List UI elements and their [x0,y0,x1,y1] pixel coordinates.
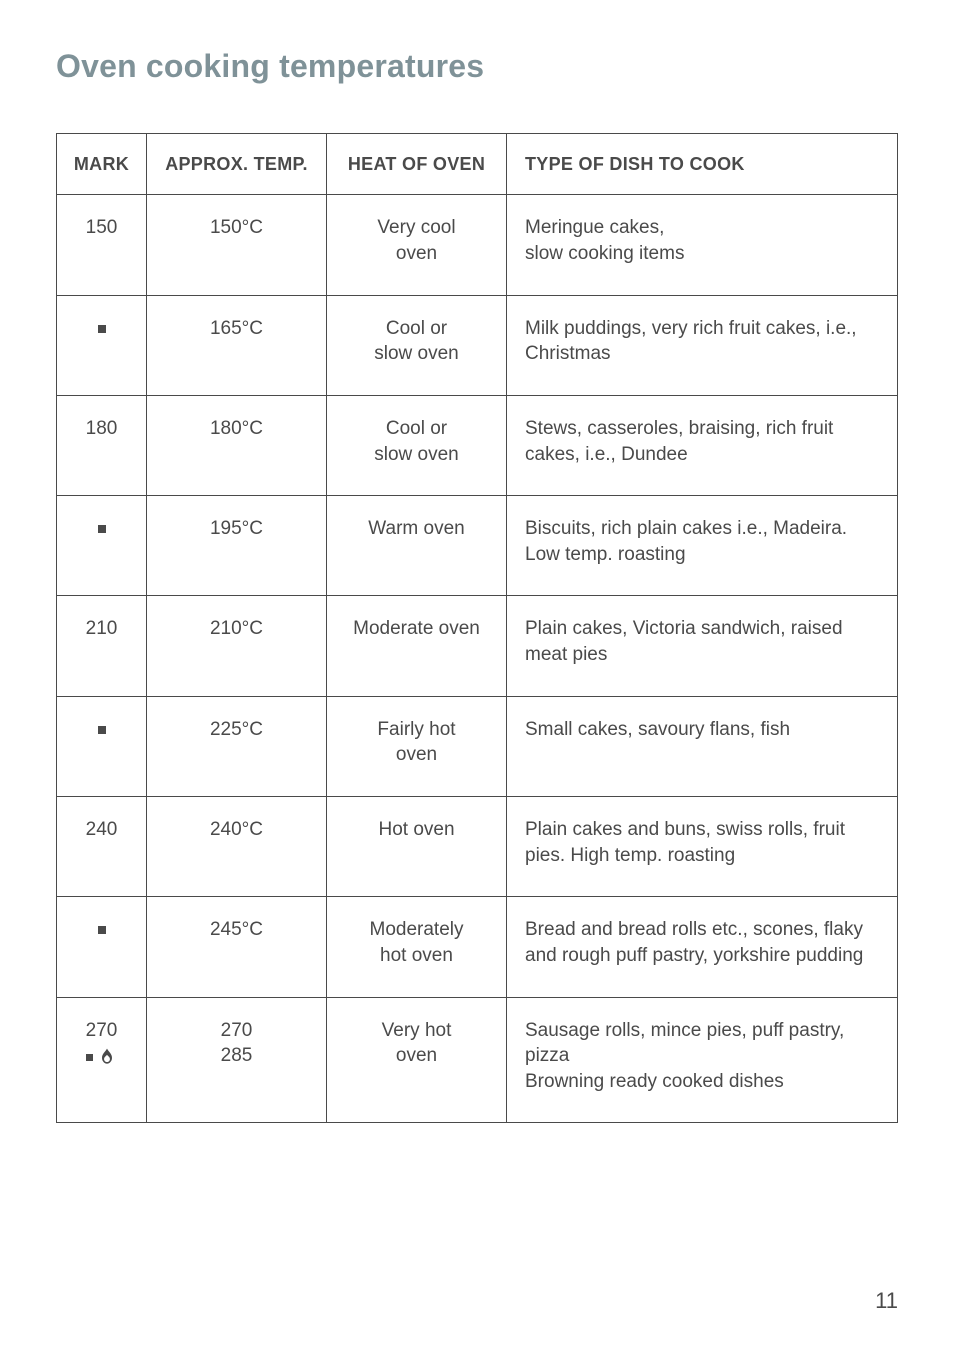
header-dish: TYPE OF DISH TO COOK [507,134,898,195]
table-row: 270 270285Very hotovenSausage rolls, min… [57,997,898,1123]
header-heat: HEAT OF OVEN [327,134,507,195]
table-row: 165°CCool orslow ovenMilk puddings, very… [57,295,898,395]
header-temp: APPROX. TEMP. [147,134,327,195]
header-mark: MARK [57,134,147,195]
cell-mark [57,496,147,596]
table-row: 245°CModeratelyhot ovenBread and bread r… [57,897,898,997]
dial-dot-icon [98,926,106,934]
table-row: 225°CFairly hotovenSmall cakes, savoury … [57,696,898,796]
cell-temp: 180°C [147,395,327,495]
cell-temp: 240°C [147,796,327,896]
cell-dish: Plain cakes, Victoria sandwich, raised m… [507,596,898,696]
cell-heat: Cool orslow oven [327,395,507,495]
cell-mark: 240 [57,796,147,896]
cell-mark: 270 [57,997,147,1123]
cell-temp: 150°C [147,195,327,295]
oven-temp-table: MARK APPROX. TEMP. HEAT OF OVEN TYPE OF … [56,133,898,1123]
cell-mark: 180 [57,395,147,495]
cell-mark: 210 [57,596,147,696]
table-row: 240240°CHot ovenPlain cakes and buns, sw… [57,796,898,896]
mark-value: 270 [86,1018,118,1044]
cell-dish: Meringue cakes,slow cooking items [507,195,898,295]
cell-dish: Milk puddings, very rich fruit cakes, i.… [507,295,898,395]
flame-icon [97,1047,117,1067]
cell-temp: 210°C [147,596,327,696]
page-number: 11 [875,1288,898,1314]
cell-dish: Stews, casseroles, braising, rich fruit … [507,395,898,495]
cell-dish: Small cakes, savoury flans, fish [507,696,898,796]
table-row: 195°CWarm ovenBiscuits, rich plain cakes… [57,496,898,596]
cell-temp: 245°C [147,897,327,997]
cell-heat: Very cooloven [327,195,507,295]
cell-dish: Biscuits, rich plain cakes i.e., Madeira… [507,496,898,596]
table-row: 180180°CCool orslow ovenStews, casserole… [57,395,898,495]
dial-dot-icon [86,1054,93,1061]
cell-dish: Bread and bread rolls etc., scones, flak… [507,897,898,997]
cell-temp: 225°C [147,696,327,796]
cell-temp: 270285 [147,997,327,1123]
cell-temp: 165°C [147,295,327,395]
cell-heat: Hot oven [327,796,507,896]
page-title: Oven cooking temperatures [56,48,898,85]
cell-mark: 150 [57,195,147,295]
dial-dot-icon [98,525,106,533]
cell-heat: Moderatelyhot oven [327,897,507,997]
cell-mark [57,295,147,395]
table-header-row: MARK APPROX. TEMP. HEAT OF OVEN TYPE OF … [57,134,898,195]
dial-dot-icon [98,726,106,734]
cell-mark [57,696,147,796]
cell-heat: Moderate oven [327,596,507,696]
table-row: 210210°CModerate ovenPlain cakes, Victor… [57,596,898,696]
cell-heat: Very hotoven [327,997,507,1123]
cell-dish: Plain cakes and buns, swiss rolls, fruit… [507,796,898,896]
dial-dot-icon [98,325,106,333]
cell-mark [57,897,147,997]
cell-temp: 195°C [147,496,327,596]
table-row: 150150°CVery coolovenMeringue cakes,slow… [57,195,898,295]
cell-dish: Sausage rolls, mince pies, puff pastry, … [507,997,898,1123]
cell-heat: Fairly hotoven [327,696,507,796]
cell-heat: Warm oven [327,496,507,596]
cell-heat: Cool orslow oven [327,295,507,395]
